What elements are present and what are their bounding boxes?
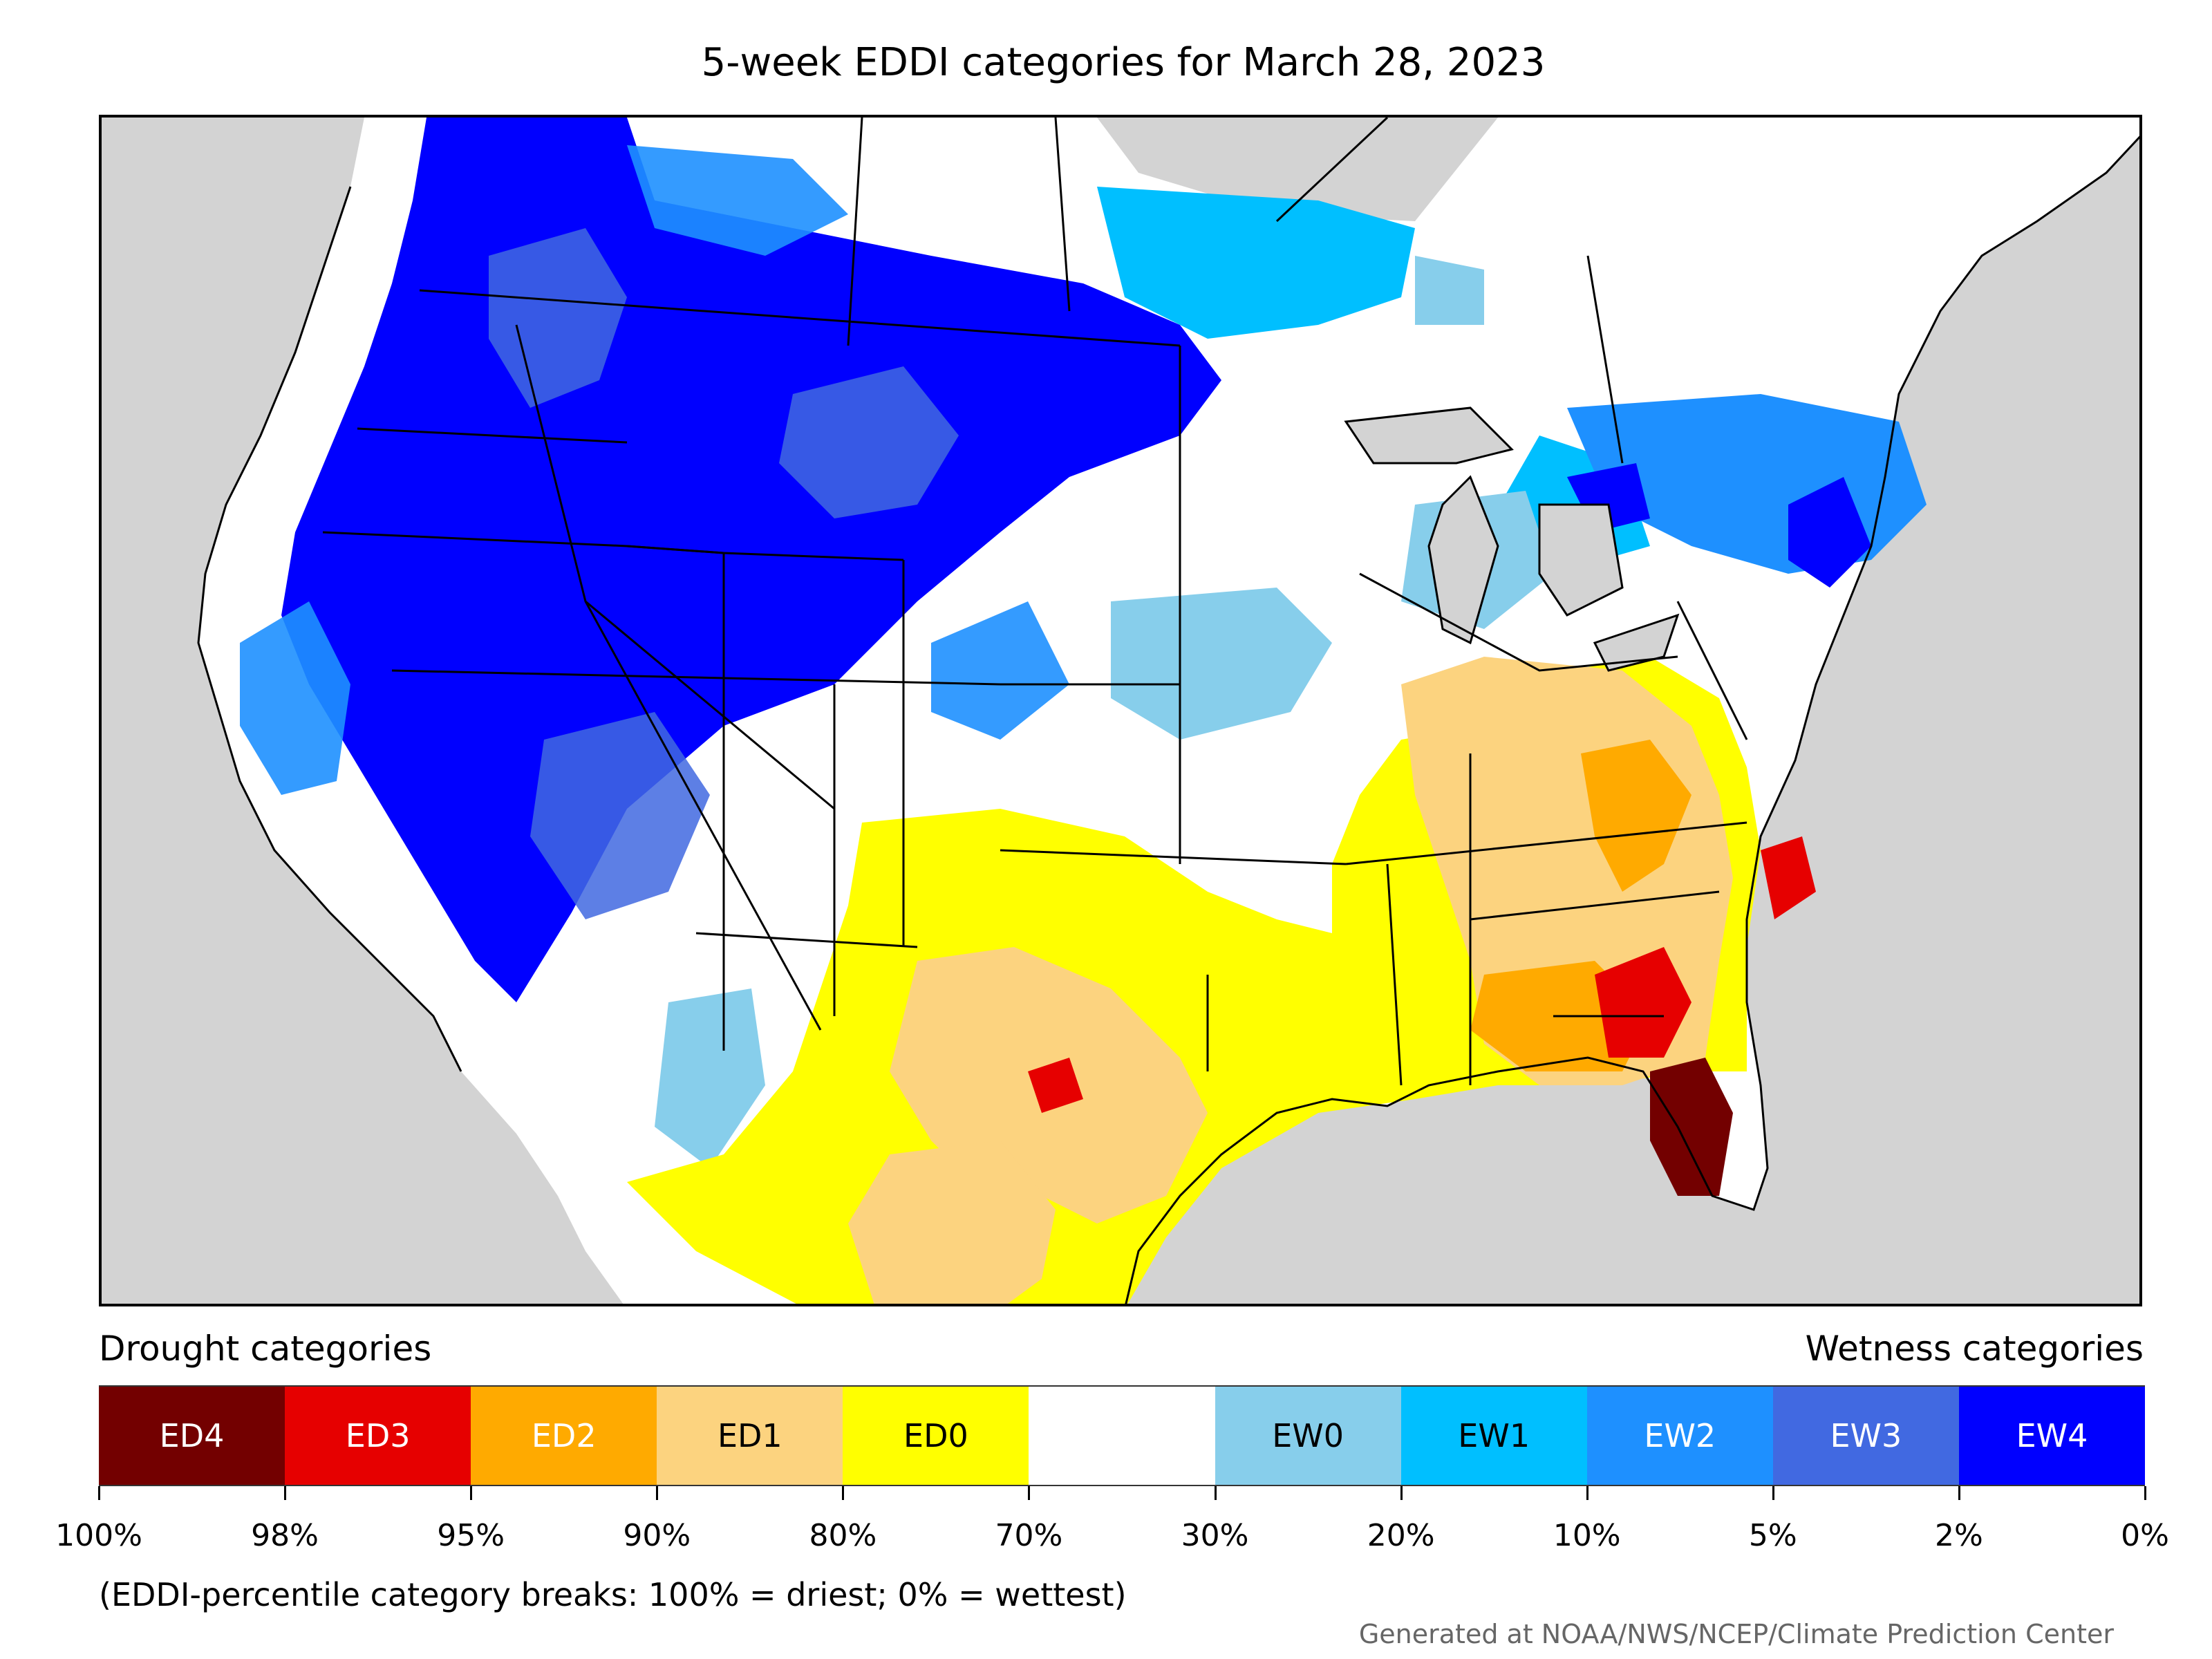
colorbar-tick — [1586, 1486, 1588, 1500]
colorbar-tick — [842, 1486, 845, 1500]
category-note: (EDDI-percentile category breaks: 100% =… — [99, 1576, 1127, 1613]
colorbar-tick-label: 100% — [55, 1518, 142, 1553]
legend-segment-ed3: ED3 — [285, 1387, 471, 1485]
drought-heading: Drought categories — [99, 1329, 432, 1369]
legend-segment-ew3: EW3 — [1772, 1387, 1959, 1485]
coastline — [197, 135, 2139, 1304]
colorbar-tick-label: 80% — [809, 1518, 877, 1553]
legend-segment-ed1: ED1 — [657, 1387, 843, 1485]
legend-segment-ew1: EW1 — [1400, 1387, 1587, 1485]
legend-segment-ed4: ED4 — [99, 1387, 285, 1485]
ed2-zone — [1470, 740, 1691, 1071]
ew2-west — [240, 145, 1069, 795]
colorbar-tick — [1958, 1486, 1960, 1500]
colorbar-tick — [470, 1486, 473, 1500]
legend-segment-ed0: ED0 — [843, 1387, 1029, 1485]
colorbar-tick — [284, 1486, 287, 1500]
legend-segment-ew0: EW0 — [1215, 1387, 1401, 1485]
ew0-central — [1111, 256, 1553, 740]
legend-segment-ed2: ED2 — [471, 1387, 657, 1485]
colorbar-tick — [1028, 1486, 1031, 1500]
map-title: 5-week EDDI categories for March 28, 202… — [701, 40, 1546, 85]
legend-segment-neutral — [1029, 1387, 1215, 1485]
colorbar-tick-label: 70% — [995, 1518, 1063, 1553]
ew0-southwest — [655, 988, 765, 1168]
colorbar-ticks — [98, 1486, 2146, 1500]
colorbar-tick-label: 5% — [1748, 1518, 1797, 1553]
map-canvas — [197, 118, 2139, 1304]
ed1-mexico — [848, 1141, 1056, 1304]
colorbar-tick — [1400, 1486, 1403, 1500]
legend-segment-ew4: EW4 — [1958, 1387, 2146, 1485]
colorbar-tick — [656, 1486, 659, 1500]
colorbar-tick — [1772, 1486, 1774, 1500]
great-lakes — [1344, 406, 1680, 672]
ew4-northeast — [1567, 463, 1871, 588]
ed3-zone — [1028, 836, 1816, 1113]
colorbar-tick-label: 0% — [2121, 1518, 2169, 1553]
colorbar-tick-label: 30% — [1181, 1518, 1249, 1553]
ew3-west — [489, 228, 959, 919]
wetness-heading: Wetness categories — [1805, 1329, 2144, 1369]
colorbar-tick-label: 10% — [1553, 1518, 1621, 1553]
colorbar-tick-label: 95% — [437, 1518, 505, 1553]
eddi-map — [99, 115, 2142, 1306]
ed1-zone — [890, 657, 1733, 1224]
colorbar-tick — [98, 1486, 100, 1500]
credit-line: Generated at NOAA/NWS/NCEP/Climate Predi… — [1358, 1619, 2114, 1649]
colorbar-tick-label: 2% — [1935, 1518, 1983, 1553]
ed4-zone — [1650, 1058, 1733, 1196]
category-colorbar: ED4 ED3 ED2 ED1 ED0 EW0 EW1 EW2 EW3 EW4 — [99, 1385, 2146, 1486]
colorbar-tick — [2144, 1486, 2146, 1500]
colorbar-tick — [1214, 1486, 1217, 1500]
state-boundaries — [322, 118, 1748, 1086]
ew1-north — [1097, 187, 1650, 574]
legend-segment-ew2: EW2 — [1586, 1387, 1773, 1485]
colorbar-tick-label: 98% — [251, 1518, 319, 1553]
colorbar-tick-label: 90% — [623, 1518, 691, 1553]
colorbar-tick-label: 20% — [1367, 1518, 1435, 1553]
